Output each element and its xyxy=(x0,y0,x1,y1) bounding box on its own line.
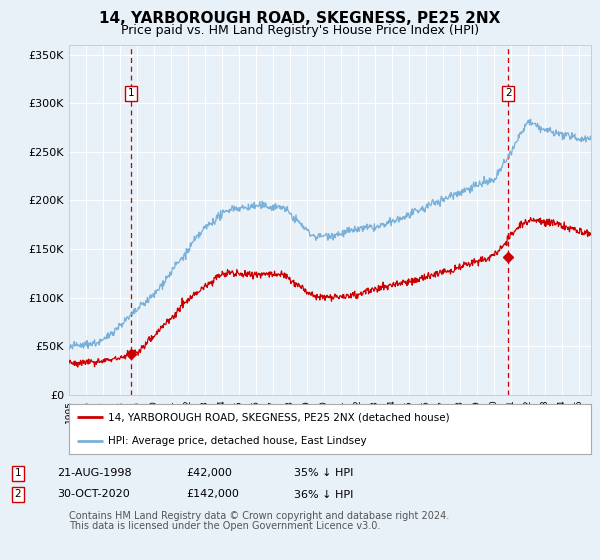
Text: HPI: Average price, detached house, East Lindsey: HPI: Average price, detached house, East… xyxy=(108,436,367,446)
Text: £42,000: £42,000 xyxy=(186,468,232,478)
Text: 35% ↓ HPI: 35% ↓ HPI xyxy=(294,468,353,478)
Text: £142,000: £142,000 xyxy=(186,489,239,500)
Text: 1: 1 xyxy=(128,88,134,99)
Text: 1: 1 xyxy=(14,468,22,478)
Text: 21-AUG-1998: 21-AUG-1998 xyxy=(57,468,131,478)
Text: 30-OCT-2020: 30-OCT-2020 xyxy=(57,489,130,500)
Text: 36% ↓ HPI: 36% ↓ HPI xyxy=(294,489,353,500)
Text: This data is licensed under the Open Government Licence v3.0.: This data is licensed under the Open Gov… xyxy=(69,521,380,531)
Text: 14, YARBOROUGH ROAD, SKEGNESS, PE25 2NX: 14, YARBOROUGH ROAD, SKEGNESS, PE25 2NX xyxy=(100,11,500,26)
Text: 2: 2 xyxy=(14,489,22,500)
Text: Contains HM Land Registry data © Crown copyright and database right 2024.: Contains HM Land Registry data © Crown c… xyxy=(69,511,449,521)
Text: 14, YARBOROUGH ROAD, SKEGNESS, PE25 2NX (detached house): 14, YARBOROUGH ROAD, SKEGNESS, PE25 2NX … xyxy=(108,412,450,422)
Text: 2: 2 xyxy=(505,88,512,99)
Text: Price paid vs. HM Land Registry's House Price Index (HPI): Price paid vs. HM Land Registry's House … xyxy=(121,24,479,37)
